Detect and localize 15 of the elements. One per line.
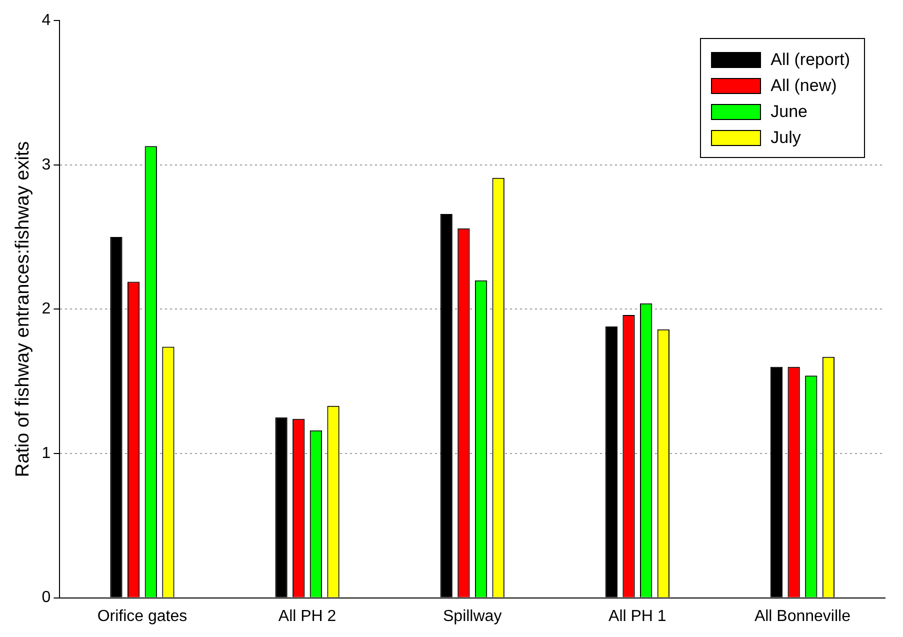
legend-label: June [770,102,808,122]
y-tick-label: 1 [42,444,51,462]
y-tick-label: 4 [42,12,51,30]
x-tick-label: All Bonneville [754,608,851,625]
x-tick-label: All PH 1 [608,608,666,625]
y-tick-label: 3 [42,156,51,174]
y-tick-label: 2 [42,300,51,318]
legend-label: July [770,128,801,148]
x-tick-label: Spillway [443,608,502,625]
y-axis-title: Ratio of fishway entrances:fishway exits [12,141,34,478]
legend-label: All (report) [770,50,850,70]
y-tick-label: 0 [42,589,51,606]
x-tick-label: Orifice gates [97,608,188,625]
legend-label: All (new) [770,76,837,96]
x-tick-label: All PH 2 [278,608,336,625]
